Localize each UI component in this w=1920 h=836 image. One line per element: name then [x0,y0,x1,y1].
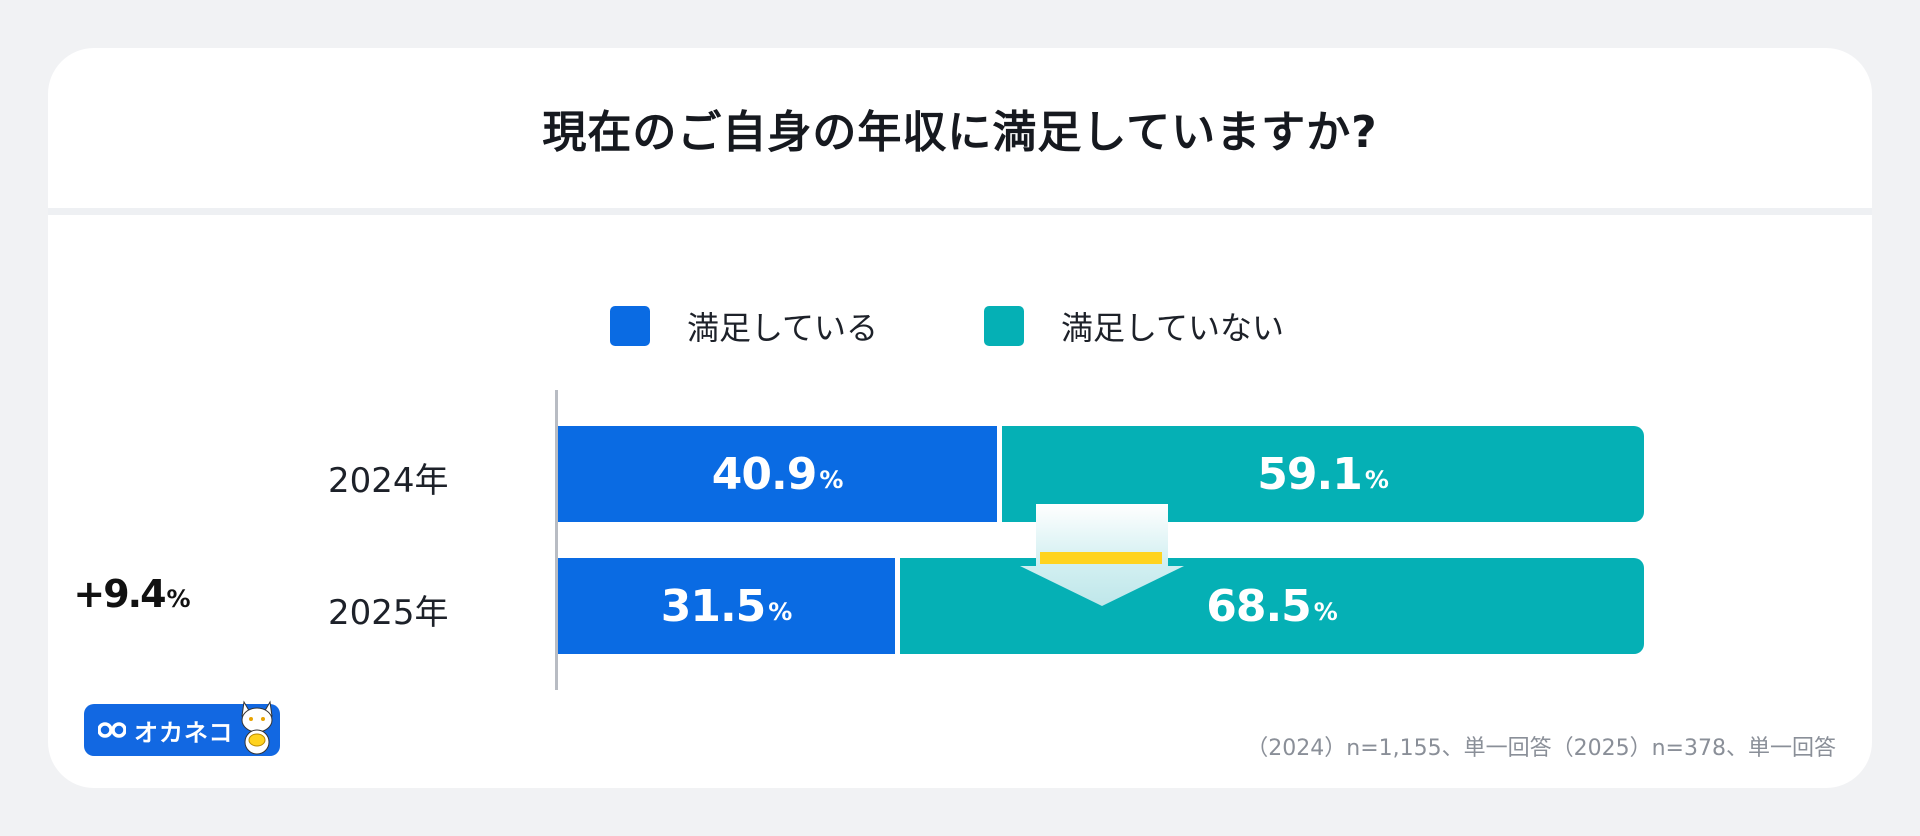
category-label-2025: 2025年 [328,593,449,633]
cat-mascot-icon [241,700,273,755]
change-callout [1018,504,1186,648]
bar-satisfied-1: 31.5% [558,558,896,654]
bar-value-label: 31.5 [660,580,767,632]
bar-value-unit: % [768,598,793,626]
sample-footnote: （2024）n=1,155、単一回答（2025）n=378、単一回答 [1246,736,1836,761]
chart-title: 現在のご自身の年収に満足していますか? [542,107,1378,158]
bar-value-label: 59.1 [1257,448,1363,500]
callout-arrow-icon [1020,504,1184,606]
chart-card: 現在のご自身の年収に満足していますか? 満足している 満足していない 2024年… [48,48,1872,788]
okaneko-logo: オカネコ [84,700,280,756]
glasses-icon [98,722,126,738]
legend-item-not-satisfied: 満足していない [984,306,1285,347]
change-callout-unit: % [166,585,191,613]
legend-swatch-satisfied [610,306,650,346]
title-divider [48,208,1872,215]
category-label-2024: 2024年 [328,461,449,501]
change-callout-label: +9.4% [72,572,192,616]
change-callout-value: +9.4 [73,572,166,616]
category-axis [555,390,558,690]
bar-value-unit: % [1364,466,1389,494]
bar-satisfied-0: 40.9% [558,426,998,522]
legend-label-satisfied: 満足している [687,309,879,347]
bar-value-unit: % [1313,598,1338,626]
bar-value-label: 40.9 [711,448,818,500]
bar-value-label: 68.5 [1206,580,1312,632]
bar-value-unit: % [819,466,844,494]
legend-label-not-satisfied: 満足していない [1061,309,1285,347]
legend-swatch-not-satisfied [984,306,1024,346]
legend-item-satisfied: 満足している [610,306,879,347]
logo-text: オカネコ [134,718,234,747]
bar-not-satisfied-1: 68.5% [900,558,1644,654]
